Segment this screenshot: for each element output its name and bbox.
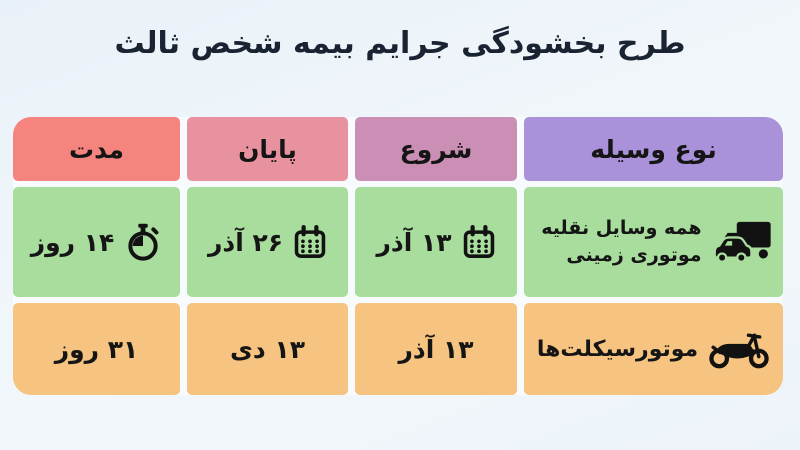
stopwatch-icon: [124, 223, 162, 261]
row2-start-cell: ۱۳ آذر: [355, 303, 517, 395]
row1-duration-value: ۱۴ روز: [30, 227, 115, 257]
row1-vehicle-cell: همه وسایل نقلیه موتوری زمینی: [524, 187, 783, 297]
header-label-vehicle-type: نوع وسیله: [590, 134, 717, 164]
row1-start-value: ۱۳ آذر: [376, 227, 452, 257]
page-title: طرح بخشودگی جرایم بیمه شخص ثالث: [114, 26, 686, 61]
row1-start-cell: ۱۳ آذر: [355, 187, 517, 297]
insurance-penalty-table: نوع وسیله شروع پایان مدت همه وسایل نقلیه…: [13, 117, 783, 395]
header-label-end: پایان: [238, 134, 297, 164]
header-cell-duration: مدت: [13, 117, 180, 181]
row2-start-value: ۱۳ آذر: [398, 334, 474, 364]
header-cell-end: پایان: [187, 117, 348, 181]
motorcycle-icon: [708, 329, 770, 369]
row2-duration-value: ۳۱ روز: [54, 334, 139, 364]
row2-duration-cell: ۳۱ روز: [13, 303, 180, 395]
row2-end-value: ۱۳ دی: [230, 334, 305, 364]
row2-end-cell: ۱۳ دی: [187, 303, 348, 395]
truck-and-car-icon: [712, 220, 778, 264]
row2-vehicle-cell: موتورسیکلت‌ها: [524, 303, 783, 395]
header-cell-start: شروع: [355, 117, 517, 181]
row1-duration-cell: ۱۴ روز: [13, 187, 180, 297]
row1-end-cell: ۲۶ آذر: [187, 187, 348, 297]
row2-vehicle-label: موتورسیکلت‌ها: [536, 336, 699, 362]
row1-vehicle-label: همه وسایل نقلیه موتوری زمینی: [541, 217, 702, 266]
header-label-duration: مدت: [68, 134, 125, 164]
calendar-icon: [462, 225, 496, 259]
calendar-icon: [293, 225, 327, 259]
header-label-start: شروع: [399, 134, 473, 164]
header-cell-vehicle-type: نوع وسیله: [524, 117, 783, 181]
row1-end-value: ۲۶ آذر: [207, 227, 284, 257]
